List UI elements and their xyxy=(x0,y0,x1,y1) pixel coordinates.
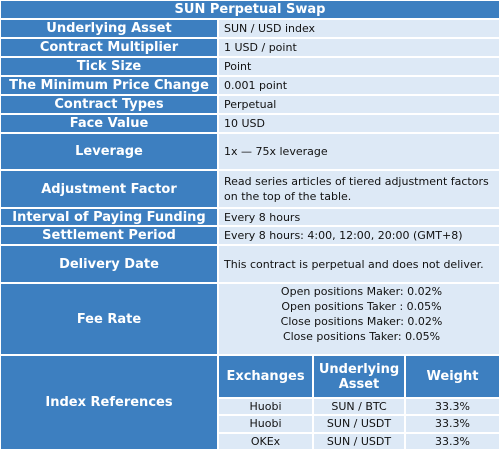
sub-cell: SUN / USDT xyxy=(313,432,405,450)
row-value: Read series articles of tiered adjustmen… xyxy=(218,170,500,208)
row-value: SUN / USD index xyxy=(218,19,500,38)
row-label: Settlement Period xyxy=(0,226,218,245)
row-value: 1x — 75x leverage xyxy=(218,133,500,170)
row-label: Face Value xyxy=(0,114,218,133)
row-label: Index References xyxy=(0,355,218,450)
value-line: Open positions Maker: 0.02% xyxy=(280,285,443,298)
row-value: Every 8 hours: 4:00, 12:00, 20:00 (GMT+8… xyxy=(218,226,500,245)
row-value: 10 USD xyxy=(218,114,500,133)
sub-cell: 33.3% xyxy=(405,398,500,416)
row-label: Contract Multiplier xyxy=(0,38,218,57)
sub-header: Exchanges xyxy=(218,355,313,398)
row-label: Tick Size xyxy=(0,57,218,76)
row-label: The Minimum Price Change xyxy=(0,76,218,95)
sub-cell: OKEx xyxy=(218,432,313,450)
row-label: Contract Types xyxy=(0,95,218,114)
row-value: Open positions Maker: 0.02% Open position… xyxy=(218,283,500,355)
row-value: Point xyxy=(218,57,500,76)
row-value: 1 USD / point xyxy=(218,38,500,57)
row-value: 0.001 point xyxy=(218,76,500,95)
row-value: This contract is perpetual and does not … xyxy=(218,245,500,283)
sub-header: Underlying Asset xyxy=(313,355,405,398)
sub-cell: SUN / BTC xyxy=(313,398,405,416)
row-label: Interval of Paying Funding xyxy=(0,208,218,226)
row-label: Delivery Date xyxy=(0,245,218,283)
sub-cell: Huobi xyxy=(218,398,313,416)
sub-cell: 33.3% xyxy=(405,415,500,433)
row-value: Perpetual xyxy=(218,95,500,114)
sub-cell: 33.3% xyxy=(405,432,500,450)
row-label: Leverage xyxy=(0,133,218,170)
sub-cell: Huobi xyxy=(218,415,313,433)
row-label: Underlying Asset xyxy=(0,19,218,38)
row-value: Every 8 hours xyxy=(218,208,500,226)
sub-cell: SUN / USDT xyxy=(313,415,405,433)
sub-header: Weight xyxy=(405,355,500,398)
table-title: SUN Perpetual Swap xyxy=(0,0,500,19)
value-line: Close positions Taker: 0.05% xyxy=(282,330,441,343)
row-label: Adjustment Factor xyxy=(0,170,218,208)
value-line: Open positions Taker : 0.05% xyxy=(281,300,442,313)
row-label: Fee Rate xyxy=(0,283,218,355)
value-line: Close positions Maker: 0.02% xyxy=(280,315,443,328)
